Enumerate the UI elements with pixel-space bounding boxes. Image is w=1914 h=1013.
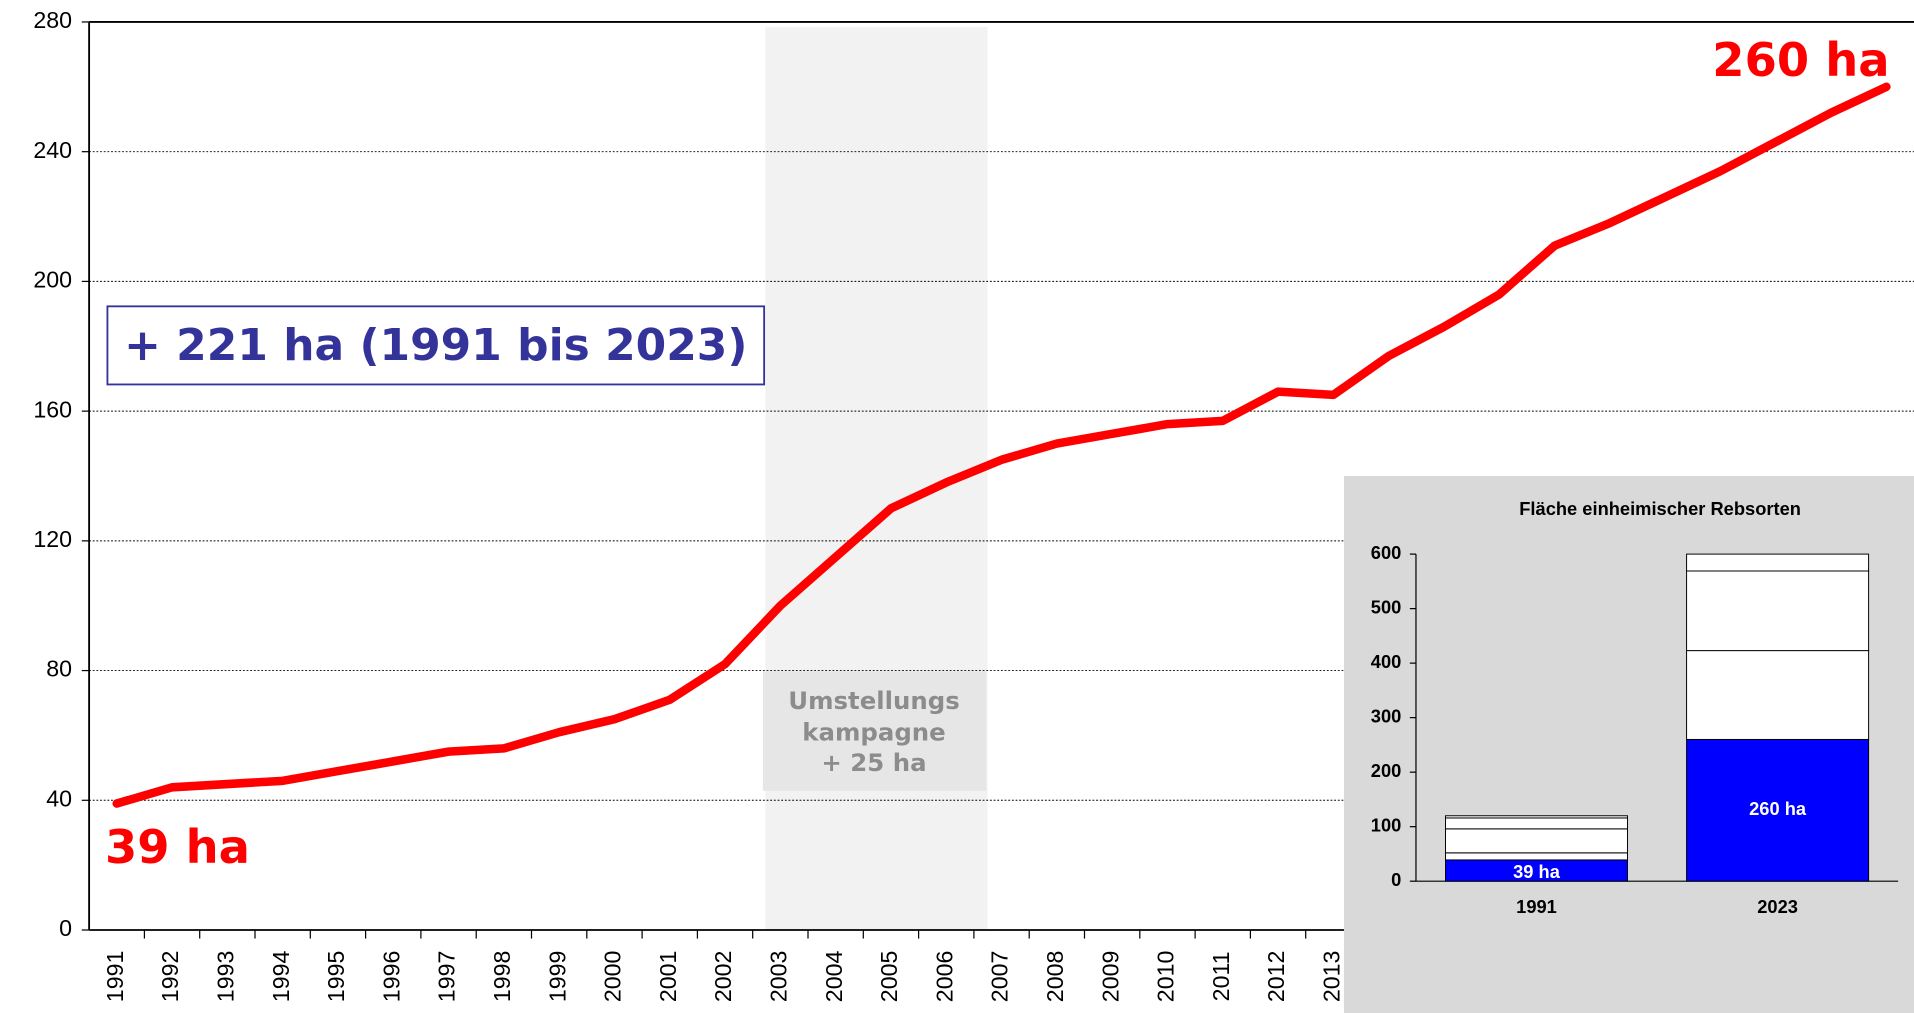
x-tick-label: 2006 [931, 951, 957, 1003]
y-tick-label: 200 [33, 267, 72, 293]
bar-segment [1445, 852, 1629, 861]
annotation: + 221 ha (1991 bis 2023) [124, 320, 747, 371]
annotation: Umstellungs [788, 686, 959, 715]
y-tick-label: 40 [46, 785, 72, 811]
campaign-box [762, 671, 987, 791]
y-tick-label: 160 [33, 396, 72, 422]
y-tick-label: 0 [59, 915, 72, 941]
bar-segment [1445, 815, 1629, 819]
bar-segment [1686, 570, 1870, 652]
x-tick-label: 2000 [600, 951, 626, 1003]
x-tick-label: 2007 [987, 951, 1013, 1003]
annotation: 260 ha [1712, 33, 1889, 87]
inset-title: Fläche einheimischer Rebsorten [1519, 498, 1801, 519]
x-tick-label: 2002 [710, 951, 736, 1003]
x-tick-label: 1991 [102, 951, 128, 1003]
x-tick-label: 2009 [1097, 951, 1123, 1003]
data-label: 39 ha [1513, 861, 1561, 882]
annotation: kampagne [802, 718, 945, 747]
y-tick-label: 200 [1371, 760, 1402, 781]
bar-segment [1445, 817, 1629, 830]
y-tick-label: 0 [1391, 869, 1401, 890]
bar-segment [1686, 553, 1870, 572]
y-tick-label: 600 [1371, 542, 1402, 563]
x-tick-label: 2001 [655, 951, 681, 1003]
x-tick-label: 1994 [268, 950, 294, 1002]
x-tick-label: 2010 [1153, 951, 1179, 1003]
data-line [112, 82, 1891, 808]
x-tick-label: 1991 [1516, 896, 1557, 917]
x-tick-label: 2008 [1042, 951, 1068, 1003]
x-tick-label: 2004 [821, 950, 847, 1002]
x-tick-label: 2003 [765, 951, 791, 1003]
y-tick-label: 300 [1371, 705, 1402, 726]
y-tick-label: 120 [33, 526, 72, 552]
y-tick-label: 100 [1371, 815, 1402, 836]
x-tick-label: 2005 [876, 951, 902, 1003]
y-tick-label: 240 [33, 137, 72, 163]
y-tick-label: 400 [1371, 651, 1402, 672]
y-tick-label: 280 [33, 7, 72, 33]
bar-segment [1686, 738, 1870, 882]
annotation: + 25 ha [821, 748, 926, 777]
data-label: 260 ha [1749, 798, 1807, 819]
inset-chart: 0 100 200 300 400 500 600 1991 39 ha 2023 260 ha [1371, 542, 1899, 917]
x-tick-label: 1995 [323, 951, 349, 1003]
x-tick-label: 1998 [489, 951, 515, 1003]
x-tick-label: 1993 [212, 951, 238, 1003]
annotation: 39 ha [105, 820, 250, 874]
y-tick-label: 80 [46, 656, 72, 682]
x-tick-label: 2013 [1318, 951, 1344, 1003]
y-tick-label: 500 [1371, 596, 1402, 617]
x-tick-label: 1996 [378, 951, 404, 1003]
x-tick-label: 1992 [157, 951, 183, 1003]
x-tick-label: 1997 [434, 951, 460, 1003]
x-tick-label: 2023 [1757, 896, 1798, 917]
x-tick-label: 2012 [1263, 951, 1289, 1003]
bar-segment [1445, 828, 1629, 854]
bar-segment [1686, 650, 1870, 740]
x-tick-label: 2011 [1208, 951, 1234, 1001]
x-tick-label: 1999 [544, 951, 570, 1003]
annotation-box [106, 305, 766, 386]
